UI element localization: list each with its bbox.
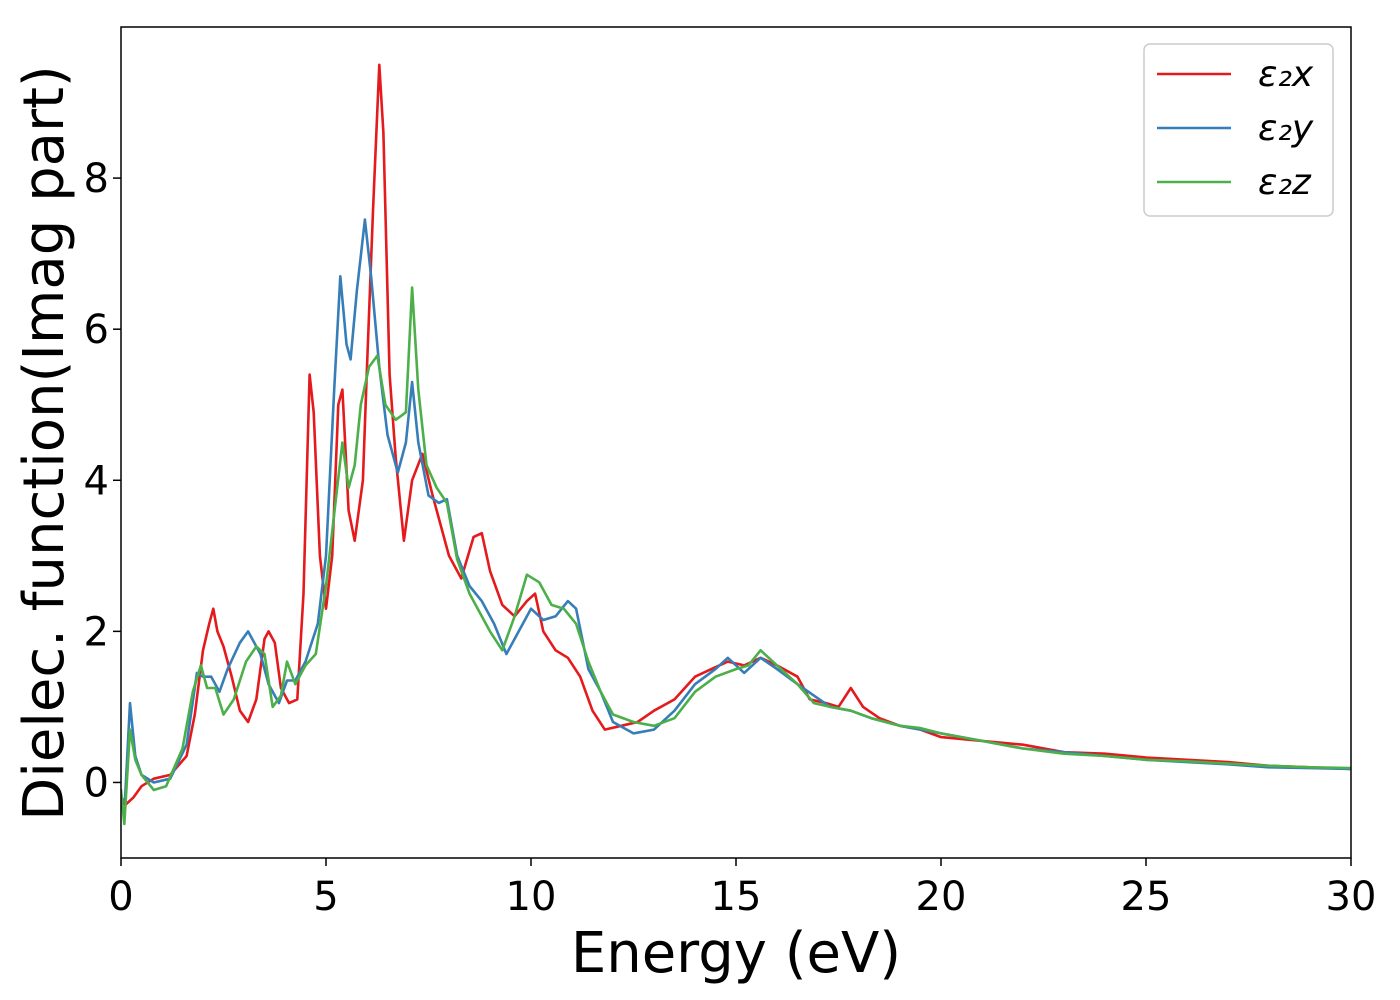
series-line-2 — [121, 286, 1351, 826]
y-tick-label-4: 8 — [84, 156, 109, 202]
y-axis-label: Dielec. function(Imag part) — [12, 65, 77, 821]
x-tick-label-4: 20 — [916, 874, 967, 920]
x-tick-label-5: 25 — [1121, 874, 1172, 920]
x-tick-label-2: 10 — [506, 874, 557, 920]
series-layer — [121, 63, 1351, 826]
x-tick-label-0: 0 — [108, 874, 133, 920]
x-axis-label: Energy (eV) — [571, 921, 901, 986]
x-tick-label-3: 15 — [711, 874, 762, 920]
legend-box — [1143, 43, 1334, 217]
x-tick-label-1: 5 — [313, 874, 338, 920]
legend-label-0: ε₂x — [1258, 54, 1314, 95]
x-tick-label-6: 30 — [1326, 874, 1377, 920]
y-tick-label-0: 0 — [84, 760, 109, 806]
legend: ε₂x ε₂y ε₂z — [1143, 43, 1334, 217]
x-axis: 0 5 10 15 20 25 30 — [108, 858, 1376, 920]
legend-label-1: ε₂y — [1258, 108, 1314, 149]
series-line-0 — [121, 63, 1351, 807]
y-axis: 0 2 4 6 8 — [84, 156, 121, 806]
y-tick-label-1: 2 — [84, 609, 109, 655]
y-tick-label-3: 6 — [84, 307, 109, 353]
legend-label-2: ε₂z — [1258, 162, 1312, 203]
y-tick-label-2: 4 — [84, 458, 109, 504]
